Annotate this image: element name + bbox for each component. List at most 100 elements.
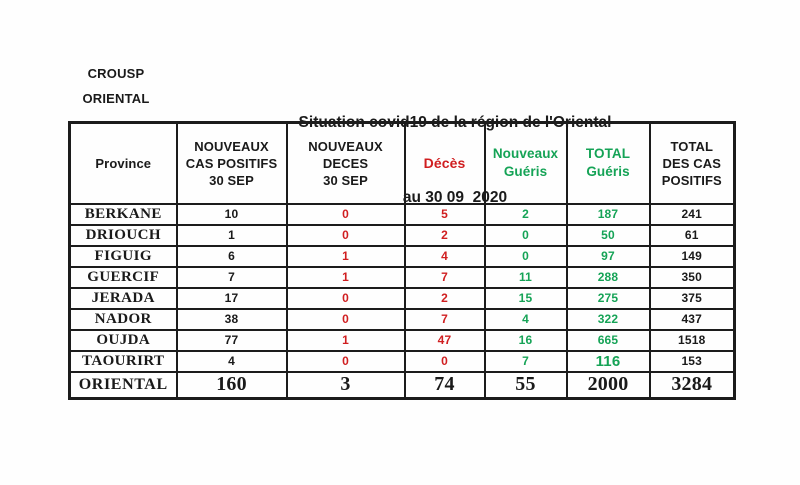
header-label: DECES <box>322 155 369 171</box>
deaths-cell: 0 <box>403 349 486 373</box>
total-recovered-cell: 187 <box>565 202 651 226</box>
new-cases-cell: 17 <box>175 286 288 310</box>
province-cell: DRIOUCH <box>68 223 178 247</box>
header-label: Province <box>95 155 152 171</box>
header-label: TOTAL <box>585 146 631 162</box>
header-cell-new-recovered: Nouveaux Guéris <box>483 121 568 205</box>
header-label: NOUVEAUX <box>194 138 269 154</box>
new-recovered-cell: 7 <box>483 349 568 373</box>
new-deaths-cell: 0 <box>285 223 406 247</box>
total-cases-cell: 61 <box>648 223 736 247</box>
province-cell: TAOURIRT <box>68 349 178 373</box>
total-recovered-cell: 97 <box>565 244 651 268</box>
total-cases-cell: 350 <box>648 265 736 289</box>
province-cell: NADOR <box>68 307 178 331</box>
deaths-cell: 2 <box>403 286 486 310</box>
deaths-cell: 4 <box>403 244 486 268</box>
deaths-cell: 7 <box>403 307 486 331</box>
table-row-jerada: JERADA 17 0 2 15 275 375 <box>68 286 736 310</box>
header-label: NOUVEAUX <box>308 138 383 154</box>
total-cases-cell: 149 <box>648 244 736 268</box>
new-cases-cell: 77 <box>175 328 288 352</box>
table-row-guercif: GUERCIF 7 1 7 11 288 350 <box>68 265 736 289</box>
province-cell: FIGUIG <box>68 244 178 268</box>
new-deaths-cell: 0 <box>285 286 406 310</box>
total-cases-cell: 241 <box>648 202 736 226</box>
header-label: Guéris <box>586 164 630 180</box>
province-cell: GUERCIF <box>68 265 178 289</box>
header-label: Guéris <box>503 164 548 180</box>
header-cell-total-recovered: TOTAL Guéris <box>565 121 651 205</box>
header-cell-deaths: Décès <box>403 121 486 205</box>
total-recovered-cell: 275 <box>565 286 651 310</box>
new-recovered-cell: 0 <box>483 244 568 268</box>
new-deaths-cell: 0 <box>285 307 406 331</box>
total-cases-cell: 153 <box>648 349 736 373</box>
total-total-recovered-cell: 2000 <box>565 370 651 400</box>
header-cell-new-cases: NOUVEAUX CAS POSITIFS 30 SEP <box>175 121 288 205</box>
org-name: CROUSP ORIENTAL <box>66 61 166 111</box>
header-row: Province NOUVEAUX CAS POSITIFS 30 SEP NO… <box>68 121 736 205</box>
total-new-cases-cell: 160 <box>175 370 288 400</box>
table-row-figuig: FIGUIG 6 1 4 0 97 149 <box>68 244 736 268</box>
header-label: CAS POSITIFS <box>185 155 278 171</box>
new-recovered-cell: 15 <box>483 286 568 310</box>
table-row-berkane: BERKANE 10 0 5 2 187 241 <box>68 202 736 226</box>
header-label: Décès <box>423 155 466 172</box>
table-row-oujda: OUJDA 77 1 47 16 665 1518 <box>68 328 736 352</box>
total-recovered-cell: 322 <box>565 307 651 331</box>
total-recovered-cell: 665 <box>565 328 651 352</box>
new-recovered-cell: 4 <box>483 307 568 331</box>
new-recovered-cell: 16 <box>483 328 568 352</box>
total-new-recovered-cell: 55 <box>483 370 568 400</box>
deaths-cell: 2 <box>403 223 486 247</box>
new-cases-cell: 10 <box>175 202 288 226</box>
new-cases-cell: 38 <box>175 307 288 331</box>
org-name-line2: ORIENTAL <box>82 91 150 106</box>
header-label: Nouveaux <box>492 146 559 162</box>
total-deaths-cell: 74 <box>403 370 486 400</box>
header-label: DES CAS <box>662 155 721 171</box>
deaths-cell: 47 <box>403 328 486 352</box>
header-label: POSITIFS <box>661 172 722 188</box>
new-cases-cell: 1 <box>175 223 288 247</box>
new-deaths-cell: 0 <box>285 349 406 373</box>
total-total-cases-cell: 3284 <box>648 370 736 400</box>
province-cell: JERADA <box>68 286 178 310</box>
total-recovered-cell: 288 <box>565 265 651 289</box>
header-cell-province: Province <box>68 121 178 205</box>
new-cases-cell: 4 <box>175 349 288 373</box>
deaths-cell: 7 <box>403 265 486 289</box>
total-cases-cell: 1518 <box>648 328 736 352</box>
header-label: 30 SEP <box>323 172 368 188</box>
province-cell: BERKANE <box>68 202 178 226</box>
org-name-line1: CROUSP <box>87 66 145 81</box>
new-recovered-cell: 0 <box>483 223 568 247</box>
header-label: TOTAL <box>670 138 714 154</box>
new-cases-cell: 7 <box>175 265 288 289</box>
covid-table: Province NOUVEAUX CAS POSITIFS 30 SEP NO… <box>68 121 736 400</box>
new-recovered-cell: 11 <box>483 265 568 289</box>
new-deaths-cell: 1 <box>285 265 406 289</box>
header-cell-total-cases: TOTAL DES CAS POSITIFS <box>648 121 736 205</box>
total-cases-cell: 437 <box>648 307 736 331</box>
table-row-driouch: DRIOUCH 1 0 2 0 50 61 <box>68 223 736 247</box>
header-cell-new-deaths: NOUVEAUX DECES 30 SEP <box>285 121 406 205</box>
total-province-cell: ORIENTAL <box>68 370 178 400</box>
province-cell: OUJDA <box>68 328 178 352</box>
deaths-cell: 5 <box>403 202 486 226</box>
new-deaths-cell: 0 <box>285 202 406 226</box>
header-label: 30 SEP <box>209 172 254 188</box>
table-row-nador: NADOR 38 0 7 4 322 437 <box>68 307 736 331</box>
new-cases-cell: 6 <box>175 244 288 268</box>
total-recovered-cell: 116 <box>565 349 651 373</box>
total-recovered-cell: 50 <box>565 223 651 247</box>
total-cases-cell: 375 <box>648 286 736 310</box>
total-new-deaths-cell: 3 <box>285 370 406 400</box>
table-row-taourirt: TAOURIRT 4 0 0 7 116 153 <box>68 349 736 373</box>
new-recovered-cell: 2 <box>483 202 568 226</box>
new-deaths-cell: 1 <box>285 328 406 352</box>
total-row: ORIENTAL 160 3 74 55 2000 3284 <box>68 370 736 400</box>
new-deaths-cell: 1 <box>285 244 406 268</box>
